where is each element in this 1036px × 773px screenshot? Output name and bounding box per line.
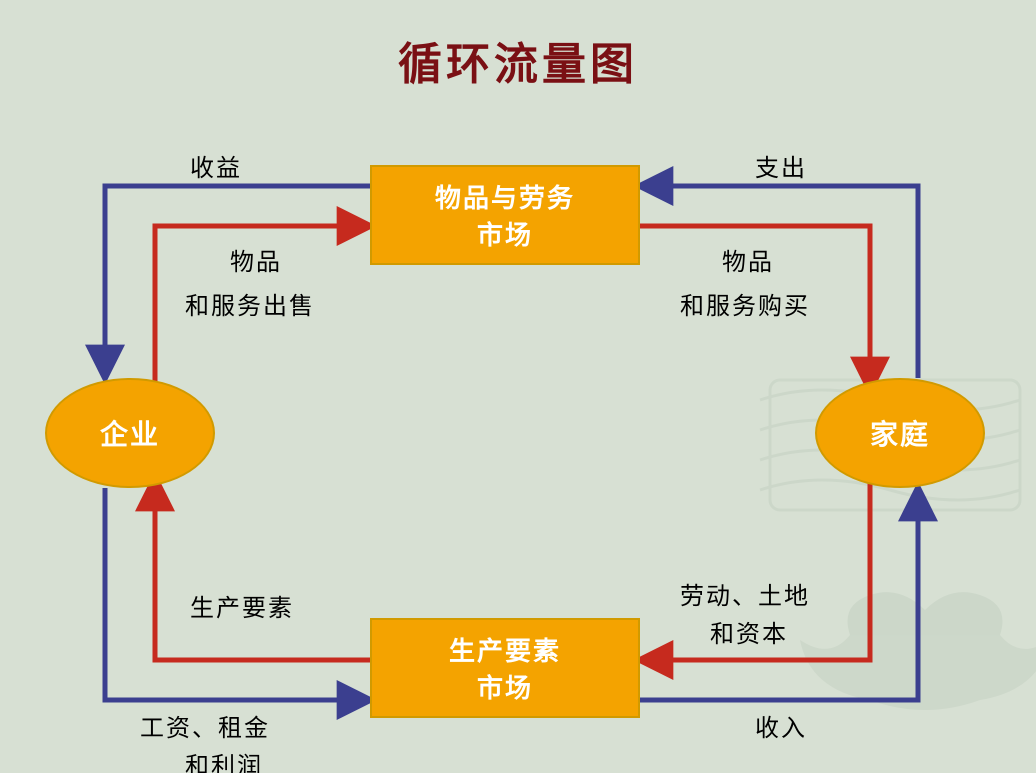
edge-label-9: 工资、租金 [140, 708, 270, 743]
node-firms: 企业 [45, 378, 215, 488]
edge-label-1: 支出 [755, 148, 807, 183]
edge-label-5: 和服务购买 [680, 286, 810, 321]
edge-label-2: 物品 [230, 242, 282, 277]
edge-label-7: 劳动、土地 [680, 576, 810, 611]
node-goods-line2: 市场 [477, 215, 533, 252]
diagram-stage: 循环流量图 物品与劳务 市场 生产要素 市场 企业 家庭 收益 支出物品和服务出售… [0, 0, 1036, 773]
edge-label-0: 收益 [190, 148, 242, 183]
node-factor-line1: 生产要素 [449, 631, 561, 668]
edge-label-6: 生产要素 [190, 588, 294, 623]
node-households-label: 家庭 [870, 413, 930, 453]
node-factor-line2: 市场 [477, 668, 533, 705]
edge-label-10: 和利润 [185, 746, 263, 773]
node-goods-line1: 物品与劳务 [435, 178, 575, 215]
edge-label-3: 和服务出售 [185, 286, 315, 321]
node-households: 家庭 [815, 378, 985, 488]
node-goods-market: 物品与劳务 市场 [370, 165, 640, 265]
edge-label-8: 和资本 [710, 614, 788, 649]
node-firms-label: 企业 [100, 413, 160, 453]
diagram-title: 循环流量图 [0, 28, 1036, 92]
edge-label-11: 收入 [755, 708, 807, 743]
edge-label-4: 物品 [722, 242, 774, 277]
node-factor-market: 生产要素 市场 [370, 618, 640, 718]
